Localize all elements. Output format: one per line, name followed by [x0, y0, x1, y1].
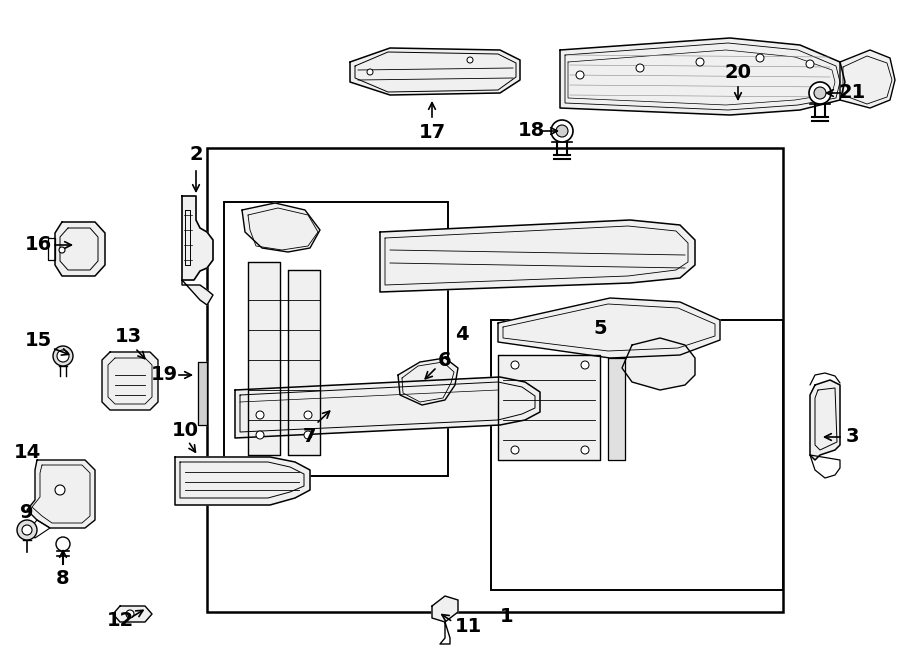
- Text: 16: 16: [24, 235, 51, 254]
- Text: 15: 15: [24, 330, 51, 350]
- Circle shape: [53, 346, 73, 366]
- Circle shape: [806, 60, 814, 68]
- Text: 2: 2: [189, 145, 202, 165]
- Text: 9: 9: [20, 504, 34, 522]
- Text: 20: 20: [724, 63, 751, 81]
- Bar: [207, 148, 783, 612]
- Circle shape: [57, 350, 69, 362]
- Polygon shape: [55, 222, 105, 276]
- Polygon shape: [182, 280, 213, 305]
- Polygon shape: [113, 606, 152, 622]
- Polygon shape: [102, 352, 158, 410]
- Circle shape: [581, 361, 589, 369]
- Text: 3: 3: [845, 428, 859, 446]
- Polygon shape: [288, 270, 320, 455]
- Polygon shape: [560, 38, 845, 115]
- Circle shape: [511, 446, 519, 454]
- Circle shape: [304, 431, 312, 439]
- Polygon shape: [498, 355, 600, 460]
- Circle shape: [59, 247, 65, 253]
- Circle shape: [304, 411, 312, 419]
- Circle shape: [756, 54, 764, 62]
- Circle shape: [581, 446, 589, 454]
- Circle shape: [556, 125, 568, 137]
- Polygon shape: [810, 380, 840, 460]
- Text: 7: 7: [302, 428, 316, 446]
- Circle shape: [256, 431, 264, 439]
- Bar: [491, 320, 783, 590]
- Circle shape: [809, 82, 831, 104]
- Text: 12: 12: [106, 611, 133, 631]
- Circle shape: [256, 411, 264, 419]
- Polygon shape: [242, 203, 320, 252]
- Text: 19: 19: [150, 366, 177, 385]
- Polygon shape: [432, 596, 458, 622]
- Circle shape: [511, 361, 519, 369]
- Polygon shape: [248, 262, 280, 455]
- Polygon shape: [398, 358, 458, 405]
- Text: 8: 8: [56, 568, 70, 588]
- Text: 10: 10: [172, 420, 199, 440]
- Circle shape: [814, 87, 826, 99]
- Text: 1: 1: [500, 607, 514, 627]
- Circle shape: [55, 485, 65, 495]
- Circle shape: [696, 58, 704, 66]
- Polygon shape: [175, 457, 310, 505]
- Polygon shape: [27, 460, 95, 528]
- Polygon shape: [350, 48, 520, 95]
- Circle shape: [636, 64, 644, 72]
- Circle shape: [467, 57, 473, 63]
- Polygon shape: [622, 338, 695, 390]
- Text: 5: 5: [593, 319, 607, 338]
- Circle shape: [576, 71, 584, 79]
- Text: 11: 11: [454, 617, 482, 635]
- Polygon shape: [498, 298, 720, 358]
- Text: 21: 21: [839, 83, 866, 102]
- Circle shape: [126, 610, 134, 618]
- Polygon shape: [198, 362, 207, 425]
- Polygon shape: [608, 358, 625, 460]
- Circle shape: [17, 520, 37, 540]
- Text: 14: 14: [14, 442, 40, 461]
- Bar: [224, 202, 448, 476]
- Polygon shape: [380, 220, 695, 292]
- Text: 4: 4: [455, 325, 469, 344]
- Text: 17: 17: [418, 124, 446, 143]
- Circle shape: [56, 537, 70, 551]
- Polygon shape: [182, 196, 213, 280]
- Text: 6: 6: [438, 350, 452, 369]
- Polygon shape: [235, 377, 540, 438]
- Polygon shape: [840, 50, 895, 108]
- Circle shape: [367, 69, 373, 75]
- Text: 13: 13: [114, 327, 141, 346]
- Circle shape: [22, 525, 32, 535]
- Circle shape: [551, 120, 573, 142]
- Text: 18: 18: [518, 122, 544, 141]
